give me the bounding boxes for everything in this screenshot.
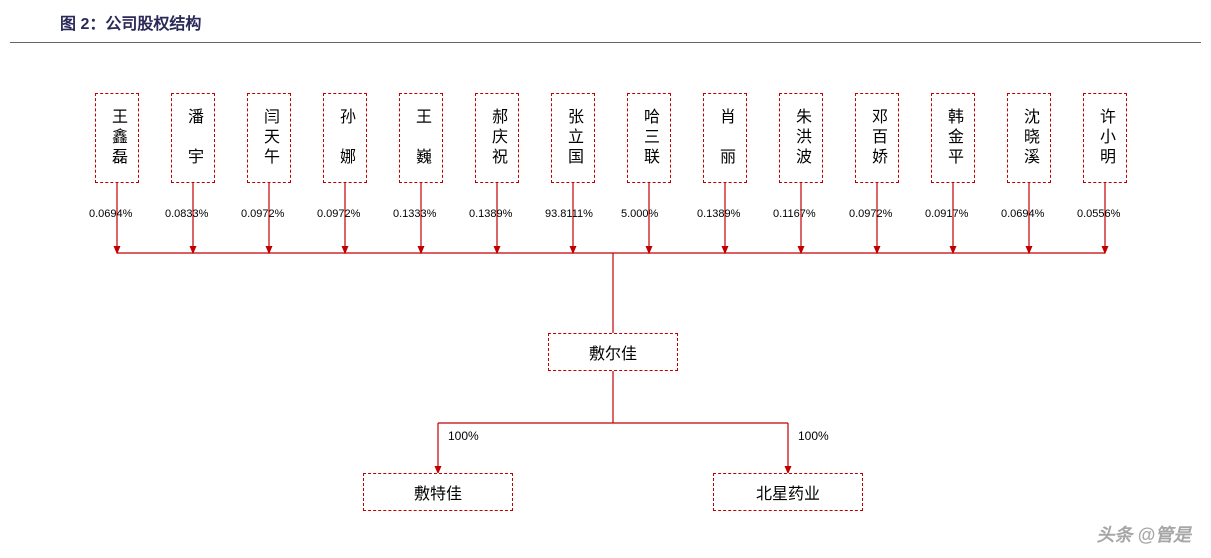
shareholder-node: 孙 娜 (323, 93, 367, 183)
shareholder-node: 王 巍 (399, 93, 443, 183)
shareholder-node: 许小明 (1083, 93, 1127, 183)
shareholder-pct: 0.0972% (317, 208, 360, 220)
shareholder-pct: 0.1333% (393, 208, 436, 220)
subsidiary-node: 北星药业 (713, 473, 863, 511)
shareholder-node: 韩金平 (931, 93, 975, 183)
subsidiary-pct: 100% (798, 429, 829, 443)
shareholder-node: 潘 宇 (171, 93, 215, 183)
figure-title: 图 2：公司股权结构 (10, 0, 1201, 43)
shareholder-node: 沈晓溪 (1007, 93, 1051, 183)
shareholder-node: 闫天午 (247, 93, 291, 183)
company-node: 敷尔佳 (548, 333, 678, 371)
shareholder-node: 郝庆祝 (475, 93, 519, 183)
shareholder-pct: 0.0556% (1077, 208, 1120, 220)
subsidiary-pct: 100% (448, 429, 479, 443)
shareholder-node: 王鑫磊 (95, 93, 139, 183)
shareholder-pct: 0.1167% (773, 208, 816, 220)
shareholder-pct: 0.1389% (469, 208, 512, 220)
shareholder-node: 朱洪波 (779, 93, 823, 183)
shareholder-pct: 0.0694% (1001, 208, 1044, 220)
shareholder-pct: 0.0917% (925, 208, 968, 220)
shareholder-node: 哈三联 (627, 93, 671, 183)
shareholder-node: 邓百娇 (855, 93, 899, 183)
shareholder-pct: 0.0833% (165, 208, 208, 220)
subsidiary-node: 敷特佳 (363, 473, 513, 511)
shareholder-pct: 93.8111% (545, 208, 593, 220)
shareholder-pct: 5.000% (621, 208, 658, 220)
shareholder-pct: 0.0972% (849, 208, 892, 220)
shareholder-pct: 0.0972% (241, 208, 284, 220)
shareholder-node: 肖 丽 (703, 93, 747, 183)
shareholder-pct: 0.0694% (89, 208, 132, 220)
watermark: 头条 @管是 (1096, 521, 1191, 547)
shareholder-pct: 0.1389% (697, 208, 740, 220)
org-chart: 王鑫磊 0.0694% 潘 宇 0.0833% 闫天午 0.0972% 孙 娜 0.0972%… (0, 43, 1211, 553)
shareholder-node: 张立国 (551, 93, 595, 183)
